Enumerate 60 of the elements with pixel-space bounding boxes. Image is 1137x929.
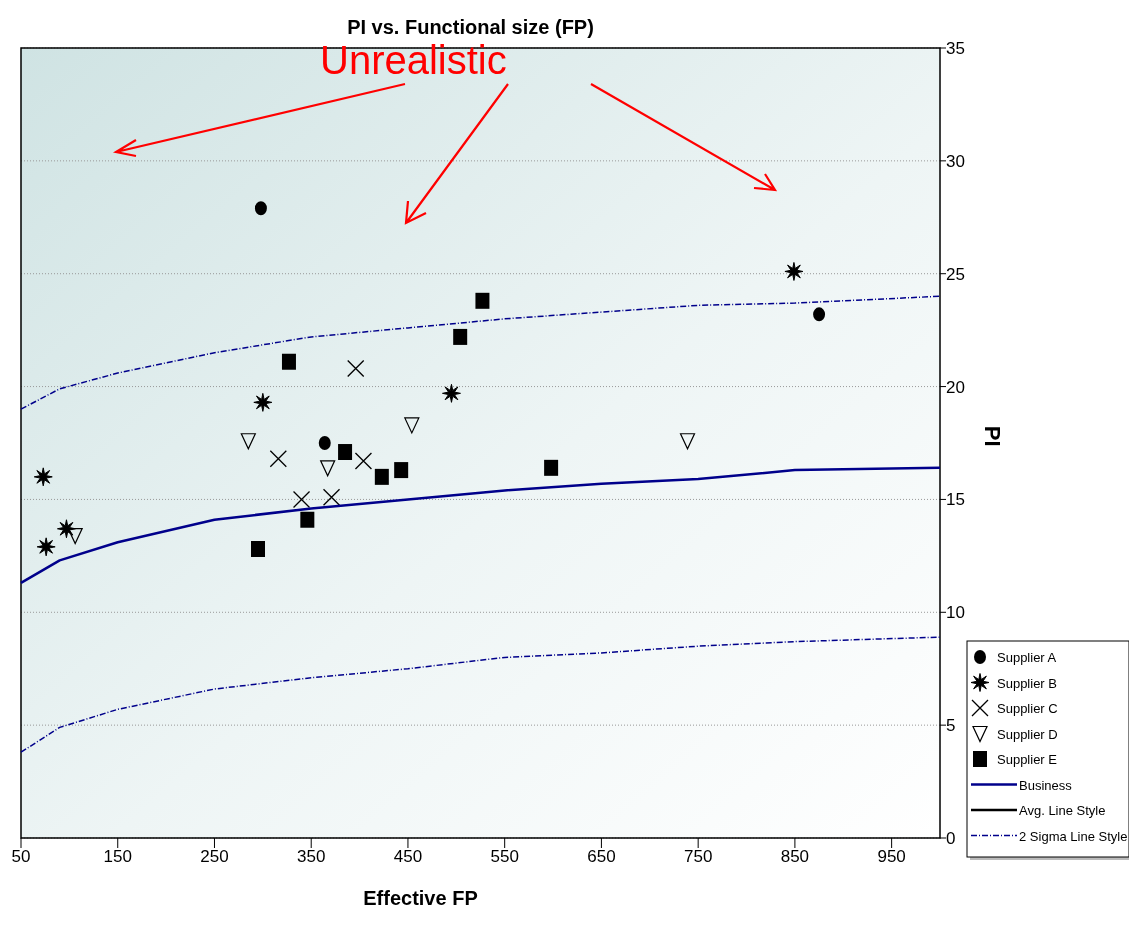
point (320, 460, 336, 477)
point (33, 467, 53, 487)
point (784, 261, 804, 281)
point (338, 444, 353, 461)
x-axis-title: Effective FP (363, 887, 478, 909)
annotation: Unrealistic (320, 38, 507, 82)
y-tick-label: 15 (946, 490, 965, 510)
point (292, 490, 311, 509)
x-tick-label: 50 (11, 847, 31, 866)
point (374, 468, 389, 485)
y-axis-title: PI (980, 425, 1005, 447)
point (251, 541, 266, 558)
chart-title: PI vs. Functional size (FP) (347, 16, 594, 38)
y-tick-label: 25 (946, 264, 965, 284)
legend-label: Supplier B (997, 675, 1057, 691)
x-tick-label: 950 (877, 847, 906, 866)
line-series (20, 295, 941, 410)
point (253, 392, 273, 412)
point (404, 417, 420, 434)
line-series (19, 466, 942, 585)
legend-label: Avg. Line Style (1019, 803, 1106, 818)
x-tick-label: 450 (393, 847, 423, 866)
point (318, 436, 331, 450)
y-tick-label: 0 (946, 829, 956, 848)
point (813, 307, 826, 322)
point (475, 292, 490, 309)
point (67, 527, 83, 545)
point (240, 433, 256, 450)
x-tick-label: 850 (780, 847, 810, 866)
line-series (20, 636, 941, 753)
legend-label: 2 Sigma Line Style (1019, 828, 1128, 844)
point (544, 459, 559, 476)
y-tick-label: 35 (946, 39, 965, 58)
point (300, 511, 315, 528)
legend-label: Supplier E (997, 752, 1058, 767)
point (441, 383, 461, 403)
point (354, 452, 373, 470)
point (281, 353, 296, 370)
legend-label: Supplier D (997, 726, 1058, 742)
point (269, 450, 287, 468)
point (36, 537, 56, 557)
y-tick-label: 30 (946, 151, 965, 171)
y-tick-label: 20 (946, 377, 965, 397)
x-tick-label: 550 (490, 847, 519, 866)
point (679, 433, 696, 450)
point (347, 359, 365, 378)
y-tick-label: 5 (946, 716, 956, 736)
y-tick-label: 10 (946, 603, 965, 623)
point (453, 328, 468, 345)
x-tick-label: 750 (683, 847, 713, 866)
x-tick-label: 150 (103, 847, 132, 866)
x-tick-label: 650 (587, 847, 616, 866)
point (254, 201, 267, 216)
legend-label: Supplier C (997, 701, 1058, 716)
x-tick-label: 350 (297, 847, 326, 866)
point (394, 462, 409, 479)
point (322, 488, 341, 506)
legend-label: Business (1019, 777, 1073, 793)
legend-label: Supplier A (997, 650, 1057, 665)
x-tick-label: 250 (200, 847, 229, 866)
